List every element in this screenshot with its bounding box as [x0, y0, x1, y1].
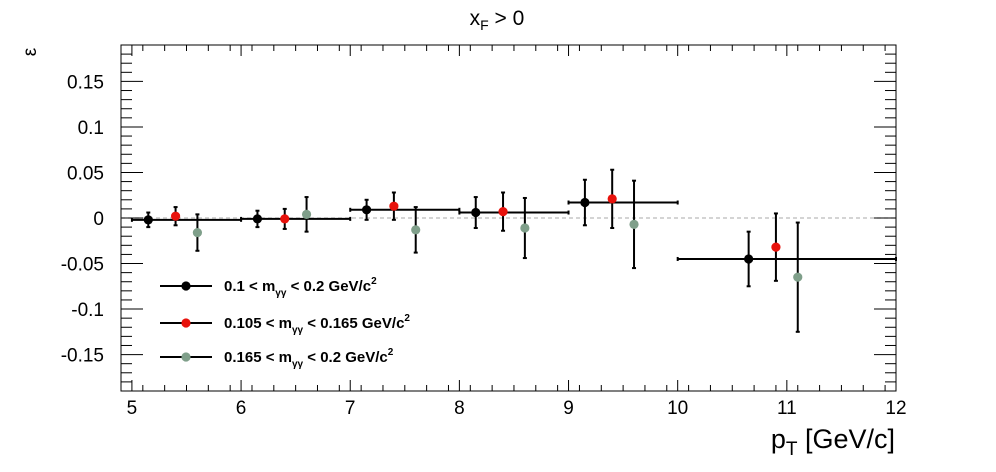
x-tick-label: 12: [885, 398, 906, 419]
legend-label-sub: γγ: [292, 359, 304, 370]
legend-label-pre: 0.105 < m: [224, 315, 292, 332]
y-tick-label: 0.15: [67, 72, 104, 93]
series-1: [130, 178, 897, 288]
legend-label-mid: < 0.2 GeV/c: [303, 349, 388, 366]
data-point: [192, 227, 203, 238]
legend-marker: [181, 318, 191, 328]
legend-marker: [181, 281, 191, 291]
data-point: [143, 215, 153, 225]
chart-title-main: x: [470, 7, 481, 30]
legend: 0.1 < mγγ < 0.2 GeV/c20.105 < mγγ < 0.16…: [160, 276, 410, 370]
x-axis-label: pT [GeV/c]: [771, 424, 895, 460]
data-point: [793, 272, 803, 282]
data-point: [411, 225, 421, 235]
data-point: [471, 207, 481, 218]
x-axis-label-sub: T: [786, 439, 798, 460]
x-axis-label-rest: [GeV/c]: [797, 424, 895, 454]
data-point: [744, 254, 754, 264]
series-3: [192, 179, 803, 333]
axis-ticks: 5 6 7 8 9 10 11 12 0.15 0.1 0.05 0 -0.05 -0.1 -0.15: [61, 44, 907, 419]
chart-title-rest: > 0: [489, 7, 525, 30]
data-point: [498, 207, 508, 217]
y-tick-label: 0.1: [78, 118, 104, 139]
data-point: [520, 223, 530, 233]
x-tick-label: 9: [563, 398, 574, 419]
data-point: [771, 242, 781, 252]
y-tick-label: 0.05: [67, 163, 104, 184]
legend-label-pre: 0.165 < m: [224, 349, 292, 366]
x-tick-label: 11: [777, 398, 797, 419]
chart-title: xF > 0: [470, 7, 525, 33]
legend-label: 0.105 < mγγ < 0.165 GeV/c2: [224, 313, 410, 336]
x-tick-label: 6: [236, 398, 247, 419]
y-tick-label: -0.1: [71, 300, 104, 321]
data-point: [252, 214, 263, 224]
data-point: [301, 209, 312, 219]
legend-label: 0.165 < mγγ < 0.2 GeV/c2: [224, 347, 394, 370]
data-point: [629, 219, 639, 229]
legend-label-sup: 2: [388, 347, 394, 358]
legend-label: 0.1 < mγγ < 0.2 GeV/c2: [224, 276, 377, 299]
legend-marker: [181, 352, 191, 362]
data-point: [607, 194, 617, 204]
data-point: [389, 201, 399, 211]
y-tick-label: 0: [93, 209, 104, 230]
x-tick-label: 5: [127, 398, 138, 419]
series-2: [170, 168, 781, 282]
x-tick-label: 10: [667, 398, 688, 419]
data-point: [361, 205, 372, 215]
y-tick-label: -0.15: [61, 346, 104, 367]
x-tick-label: 7: [345, 398, 356, 419]
legend-label-sub: γγ: [292, 325, 304, 336]
legend-label-sup: 2: [371, 276, 377, 287]
legend-label-sup: 2: [404, 313, 410, 324]
y-axis-label: ε: [20, 47, 41, 56]
legend-label-sub: γγ: [275, 288, 287, 299]
data-point: [280, 214, 290, 224]
data-points-layer: [130, 168, 897, 333]
legend-label-mid: < 0.2 GeV/c: [286, 278, 371, 295]
y-tick-label: -0.05: [61, 255, 104, 276]
legend-label-pre: 0.1 < m: [224, 278, 275, 295]
legend-label-mid: < 0.165 GeV/c: [303, 315, 404, 332]
x-tick-label: 8: [454, 398, 465, 419]
data-point: [580, 197, 590, 208]
data-point: [170, 211, 181, 221]
chart-title-sub: F: [480, 17, 489, 33]
x-axis-label-main: p: [771, 424, 786, 454]
